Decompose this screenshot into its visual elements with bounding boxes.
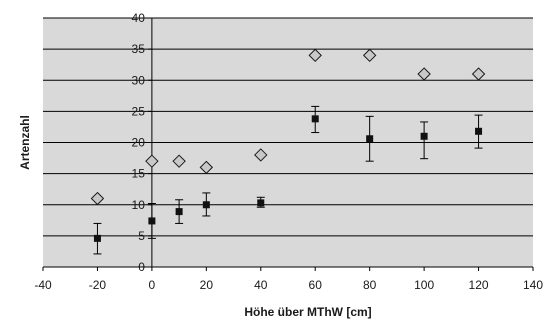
square-point xyxy=(148,217,156,225)
diamond-point xyxy=(172,154,186,168)
diamond-point xyxy=(254,148,268,162)
square-point xyxy=(202,201,210,209)
diamond-point xyxy=(362,48,377,63)
x-tick-label: -40 xyxy=(34,278,52,292)
data-markers xyxy=(90,48,486,242)
y-tick-label: 15 xyxy=(132,167,146,181)
square-point xyxy=(175,208,183,216)
diamond-point xyxy=(199,160,214,175)
square-point xyxy=(257,199,265,207)
gridlines xyxy=(43,17,533,237)
square-point xyxy=(420,132,428,140)
square-point xyxy=(93,234,101,242)
diamond-point xyxy=(417,67,431,81)
x-tick-label: 60 xyxy=(309,278,323,292)
x-axis-title: Höhe über MThW [cm] xyxy=(244,305,371,319)
diamond-point xyxy=(145,154,159,168)
diamond-point xyxy=(90,191,105,206)
y-tick-label: 5 xyxy=(138,229,145,243)
x-tick-label: 40 xyxy=(254,278,268,292)
x-tick-label: 20 xyxy=(200,278,214,292)
x-tick-label: -20 xyxy=(89,278,107,292)
x-tick-label: 0 xyxy=(149,278,156,292)
y-tick-label: 10 xyxy=(132,198,146,212)
y-axis-title: Artenzahl xyxy=(18,115,32,170)
diamond-point xyxy=(471,67,486,81)
y-tick-label: 20 xyxy=(132,136,146,150)
y-tick-label: 40 xyxy=(132,11,146,25)
y-tick-label: 25 xyxy=(132,104,146,118)
square-point xyxy=(475,127,483,135)
x-tick-label: 100 xyxy=(414,278,434,292)
square-point xyxy=(311,115,319,123)
diamond-point xyxy=(308,48,322,63)
y-tick-label: 35 xyxy=(132,42,146,56)
x-tick-label: 140 xyxy=(523,278,543,292)
x-tick-label: 80 xyxy=(363,278,377,292)
y-tick-label: 30 xyxy=(132,73,146,87)
square-point xyxy=(366,135,374,143)
x-tick-label: 120 xyxy=(469,278,489,292)
